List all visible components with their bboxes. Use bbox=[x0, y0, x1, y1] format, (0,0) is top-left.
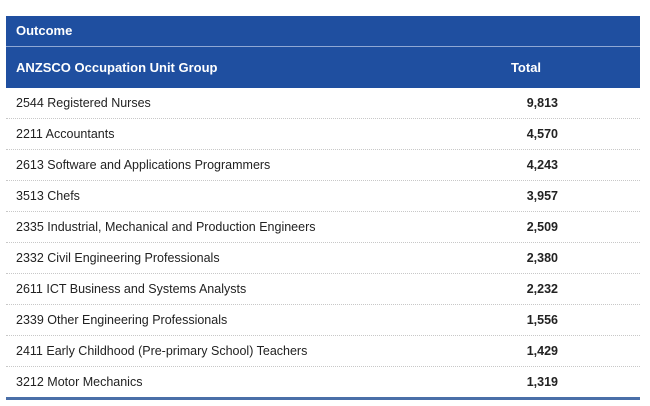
table-row: 3212 Motor Mechanics 1,319 bbox=[6, 367, 640, 400]
table-row: 2339 Other Engineering Professionals 1,55… bbox=[6, 305, 640, 336]
header-row: ANZSCO Occupation Unit Group Total bbox=[6, 47, 640, 88]
table-row: 2544 Registered Nurses 9,813 bbox=[6, 88, 640, 119]
table-body: 2544 Registered Nurses 9,813 2211 Accounta… bbox=[6, 88, 640, 400]
table-cell: 1,556 bbox=[526, 313, 558, 327]
table-cell: 2332 Civil Engineering Professionals bbox=[16, 251, 220, 265]
header-cell: ANZSCO Occupation Unit Group bbox=[16, 60, 218, 75]
table-cell: 2211 Accountants bbox=[16, 127, 115, 141]
table-row: 2611 ICT Business and Systems Analysts 2,… bbox=[6, 274, 640, 305]
table-cell: 2,232 bbox=[526, 282, 558, 296]
table-cell: 2611 ICT Business and Systems Analysts bbox=[16, 282, 247, 296]
table: Outcome ANZSCO Occupation Unit Group Tot… bbox=[6, 16, 640, 400]
table-cell: 2,380 bbox=[526, 251, 558, 265]
table-row: 2411 Early Childhood (Pre-primary School… bbox=[6, 336, 640, 367]
table-cell: 3513 Chefs bbox=[16, 189, 80, 203]
table-cell: 2339 Other Engineering Professionals bbox=[16, 313, 228, 327]
table-row: 2335 Industrial, Mechanical and Producti… bbox=[6, 212, 640, 243]
table-cell: 2544 Registered Nurses bbox=[16, 96, 151, 110]
table-cell: 1,429 bbox=[526, 344, 558, 358]
header-cell: Total bbox=[510, 60, 542, 75]
table-cell: 2613 Software and Applications Programme… bbox=[16, 158, 271, 172]
table-cell: 3212 Motor Mechanics bbox=[16, 375, 143, 389]
table-row: 3513 Chefs 3,957 bbox=[6, 181, 640, 212]
table-cell: 4,243 bbox=[526, 158, 558, 172]
table-cell: 2411 Early Childhood (Pre-primary School… bbox=[16, 344, 308, 358]
table-caption: Outcome bbox=[6, 16, 640, 47]
table-row: 2613 Software and Applications Programme… bbox=[6, 150, 640, 181]
table-cell: 2,509 bbox=[526, 220, 558, 234]
table-cell: 3,957 bbox=[526, 189, 558, 203]
table-cell: 2335 Industrial, Mechanical and Producti… bbox=[16, 220, 316, 234]
table-cell: 4,570 bbox=[526, 127, 558, 141]
table-row: 2211 Accountants 4,570 bbox=[6, 119, 640, 150]
table-row: 2332 Civil Engineering Professionals 2,38… bbox=[6, 243, 640, 274]
table-cell: 1,319 bbox=[526, 375, 558, 389]
table-cell: 9,813 bbox=[526, 96, 558, 110]
